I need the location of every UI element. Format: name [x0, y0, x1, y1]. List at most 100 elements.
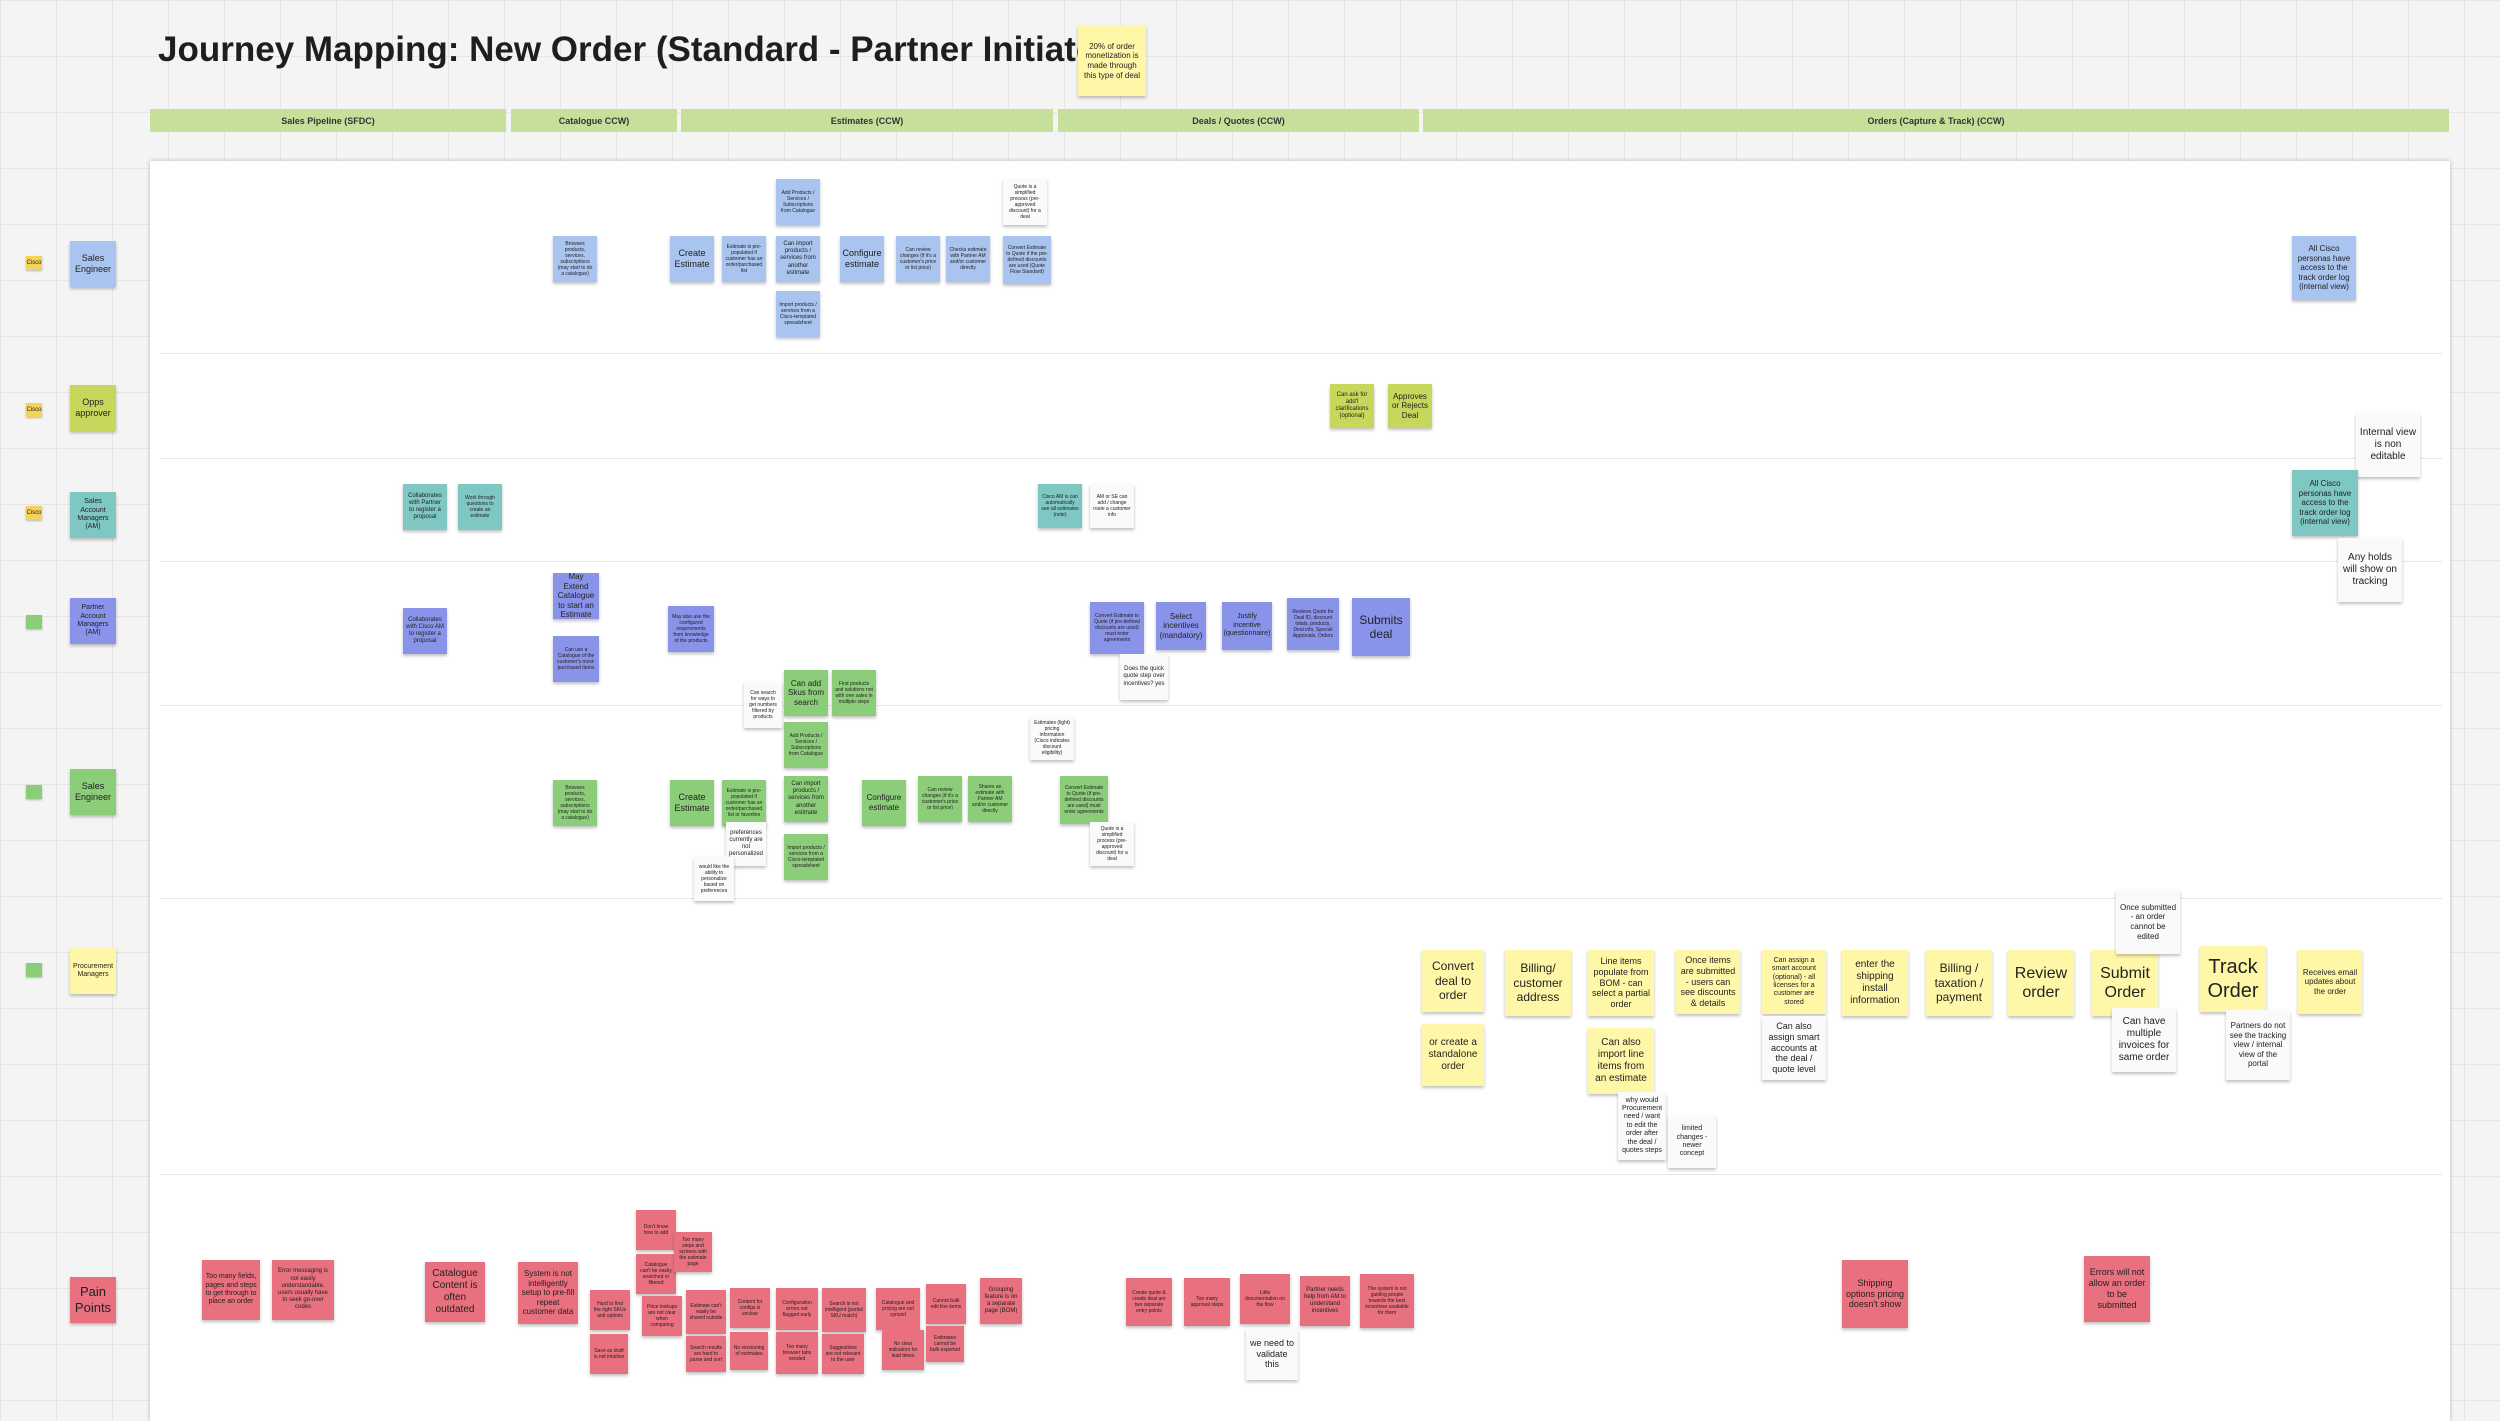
- sticky-note[interactable]: May also use the configured requirements…: [668, 606, 714, 652]
- pain-point-sticky[interactable]: Estimate can't easily be shared outside: [686, 1290, 726, 1334]
- pain-point-sticky[interactable]: Partner needs help from AM to understand…: [1300, 1276, 1350, 1326]
- pain-point-sticky[interactable]: Search is not intelligent (partial SKU m…: [822, 1288, 866, 1332]
- pain-point-sticky[interactable]: Too many browser tabs needed: [776, 1332, 818, 1374]
- pain-point-sticky[interactable]: Save as draft is not intuitive: [590, 1334, 628, 1374]
- pain-point-sticky[interactable]: Price lookups are not clear when compari…: [642, 1296, 682, 1336]
- sticky-note[interactable]: Create Estimate: [670, 236, 714, 282]
- sticky-note[interactable]: Configure estimate: [862, 780, 906, 826]
- persona-partner-account-managers[interactable]: Partner Account Managers (AM): [70, 598, 116, 644]
- sticky-note[interactable]: Can ask for add'l clarifications (option…: [1330, 384, 1374, 428]
- persona-pain-points[interactable]: Pain Points: [70, 1277, 116, 1323]
- sticky-note[interactable]: we need to validate this: [1246, 1328, 1298, 1380]
- persona-procurement-managers[interactable]: Procurement Managers: [70, 948, 116, 994]
- sticky-note[interactable]: Find products and solutions not with one…: [832, 670, 876, 716]
- sticky-note[interactable]: Add Products / Services / Subscriptions …: [784, 722, 828, 768]
- sticky-note[interactable]: Can also import line items from an estim…: [1588, 1028, 1654, 1094]
- sticky-note[interactable]: Cisco AM is can automatically see all es…: [1038, 484, 1082, 528]
- sticky-note[interactable]: Convert Estimate to Quote (if pre-define…: [1090, 602, 1144, 654]
- sticky-note[interactable]: Work through questions to create an esti…: [458, 484, 502, 530]
- pain-point-sticky[interactable]: Little documentation on the flow: [1240, 1274, 1290, 1324]
- pain-point-sticky[interactable]: The system is not guiding people towards…: [1360, 1274, 1414, 1328]
- sticky-note[interactable]: Collaborates with Partner to register a …: [403, 484, 447, 530]
- pain-point-sticky[interactable]: Search results are hard to parse and sor…: [686, 1336, 726, 1372]
- sticky-note[interactable]: Configure estimate: [840, 236, 884, 282]
- pain-point-sticky[interactable]: Create quote & create deal are two separ…: [1126, 1278, 1172, 1326]
- sticky-note[interactable]: Convert Estimate to Quote (if pre-define…: [1060, 776, 1108, 824]
- sticky-note[interactable]: Can have multiple invoices for same orde…: [2112, 1008, 2176, 1072]
- sticky-note[interactable]: Browses products, services, subscription…: [553, 780, 597, 826]
- sticky-note[interactable]: Approves or Rejects Deal: [1388, 384, 1432, 428]
- sticky-note[interactable]: Convert Estimate to Quote if the pre-def…: [1003, 236, 1051, 284]
- sticky-note[interactable]: Billing / taxation / payment: [1926, 950, 1992, 1016]
- sticky-note[interactable]: Submits deal: [1352, 598, 1410, 656]
- pain-point-sticky[interactable]: Suggestions are not relevant to the user: [822, 1334, 864, 1374]
- sticky-note[interactable]: Internal view is non editable: [2356, 413, 2420, 477]
- sticky-note[interactable]: Line items populate from BOM - can selec…: [1588, 950, 1654, 1016]
- sticky-note[interactable]: limited changes - newer concept: [1668, 1116, 1716, 1168]
- sticky-note[interactable]: Can review changes (if it's a customer's…: [918, 776, 962, 822]
- pain-point-sticky[interactable]: No versioning of estimates: [730, 1332, 768, 1370]
- sticky-note[interactable]: why would Procurement need / want to edi…: [1618, 1092, 1666, 1160]
- sticky-note[interactable]: Checks estimate with Partner AM and/or c…: [946, 236, 990, 282]
- sticky-note[interactable]: Once items are submitted - users can see…: [1676, 950, 1740, 1014]
- sticky-note[interactable]: Can import products / services from anot…: [776, 236, 820, 282]
- pain-point-sticky[interactable]: Content for configs is unclear: [730, 1288, 770, 1328]
- sticky-note[interactable]: Justify incentive (questionnaire): [1222, 602, 1272, 650]
- pain-point-sticky[interactable]: Cannot bulk edit line items: [926, 1284, 966, 1324]
- pain-point-sticky[interactable]: Configuration errors not flagged early: [776, 1288, 818, 1330]
- pain-point-sticky[interactable]: System is not intelligently setup to pre…: [518, 1262, 578, 1324]
- pain-point-sticky[interactable]: Hard to find the right SKUs and options: [590, 1290, 630, 1330]
- persona-sales-engineer[interactable]: Sales Engineer: [70, 241, 116, 287]
- sticky-note[interactable]: Browses products, services, subscription…: [553, 236, 597, 282]
- sticky-note[interactable]: AM or SE can add / change route a custom…: [1090, 484, 1134, 528]
- sticky-note[interactable]: Can also assign smart accounts at the de…: [1762, 1016, 1826, 1080]
- persona-opps-approver[interactable]: Opps approver: [70, 385, 116, 431]
- pain-point-sticky[interactable]: Too many steps and screens with the esti…: [674, 1232, 712, 1272]
- sticky-note[interactable]: Shares an estimate with Partner AM and/o…: [968, 776, 1012, 822]
- sticky-note[interactable]: Can use a Catalogue of the customer's mo…: [553, 636, 599, 682]
- sticky-note[interactable]: May Extend Catalogue to start an Estimat…: [553, 573, 599, 619]
- sticky-note[interactable]: Quote is a simplified process (pre-appro…: [1090, 822, 1134, 866]
- sticky-note[interactable]: Collaborates with Cisco AM to register a…: [403, 608, 447, 654]
- sticky-note[interactable]: Import products / services from a Cisco-…: [776, 291, 820, 337]
- pain-point-sticky[interactable]: Too many fields, pages and steps to get …: [202, 1260, 260, 1320]
- sticky-note[interactable]: Quote is a simplified process (pre-appro…: [1003, 179, 1047, 225]
- sticky-note[interactable]: Receives email updates about the order: [2298, 950, 2362, 1014]
- pain-point-sticky[interactable]: Grouping feature is on a separate page (…: [980, 1278, 1022, 1324]
- pain-point-sticky[interactable]: Shipping options pricing doesn't show: [1842, 1260, 1908, 1328]
- sticky-note[interactable]: Review order: [2008, 950, 2074, 1016]
- sticky-note[interactable]: Can import products / services from anot…: [784, 776, 828, 822]
- sticky-note[interactable]: Can assign a smart account (optional) - …: [1762, 950, 1826, 1014]
- pain-point-sticky[interactable]: Estimates cannot be bulk exported: [926, 1326, 964, 1362]
- title-sticky-note[interactable]: 20% of order monetization is made throug…: [1078, 26, 1146, 96]
- persona-partner-sales-engineer[interactable]: Sales Engineer: [70, 769, 116, 815]
- sticky-note[interactable]: All Cisco personas have access to the tr…: [2292, 470, 2358, 536]
- pain-point-sticky[interactable]: Don't know how to add: [636, 1210, 676, 1250]
- sticky-note[interactable]: or create a standalone order: [1422, 1024, 1484, 1086]
- pain-point-sticky[interactable]: No clear indicators for lead times: [882, 1330, 924, 1370]
- sticky-note[interactable]: Estimate is pre-populated if customer ha…: [722, 780, 766, 826]
- sticky-note[interactable]: Can add Skus from search: [784, 670, 828, 716]
- sticky-note[interactable]: Can review changes (if it's a customer's…: [896, 236, 940, 282]
- sticky-note[interactable]: Track Order: [2200, 946, 2266, 1012]
- sticky-note[interactable]: Once submitted - an order cannot be edit…: [2116, 890, 2180, 954]
- pain-point-sticky[interactable]: Too many approval steps: [1184, 1278, 1230, 1326]
- sticky-note[interactable]: All Cisco personas have access to the tr…: [2292, 236, 2356, 300]
- sticky-note[interactable]: would like the ability to personalize ba…: [694, 857, 734, 901]
- sticky-note[interactable]: Does the quick quote step over incentive…: [1120, 654, 1168, 700]
- sticky-note[interactable]: Can search for ways to get numbers filte…: [744, 682, 782, 728]
- sticky-note[interactable]: Add Products / Services / Subscriptions …: [776, 179, 820, 225]
- sticky-note[interactable]: Reviews Quote for Deal ID, discount tota…: [1287, 598, 1339, 650]
- pain-point-sticky[interactable]: Catalogue Content is often outdated: [425, 1262, 485, 1322]
- pain-point-sticky[interactable]: Catalogue and pricing are not synced: [876, 1288, 920, 1330]
- sticky-note[interactable]: Billing/ customer address: [1505, 950, 1571, 1016]
- pain-point-sticky[interactable]: Errors will not allow an order to be sub…: [2084, 1256, 2150, 1322]
- sticky-note[interactable]: Any holds will show on tracking: [2338, 538, 2402, 602]
- sticky-note[interactable]: Partners do not see the tracking view / …: [2226, 1010, 2290, 1080]
- sticky-note[interactable]: Import products / services from a Cisco-…: [784, 834, 828, 880]
- sticky-note[interactable]: Create Estimate: [670, 780, 714, 826]
- pain-point-sticky[interactable]: Catalogue can't be easily searched or fi…: [636, 1254, 676, 1294]
- sticky-note[interactable]: Estimates (light) pricing information (C…: [1030, 716, 1074, 760]
- persona-sales-account-managers[interactable]: Sales Account Managers (AM): [70, 492, 116, 538]
- sticky-note[interactable]: Select incentives (mandatory): [1156, 602, 1206, 650]
